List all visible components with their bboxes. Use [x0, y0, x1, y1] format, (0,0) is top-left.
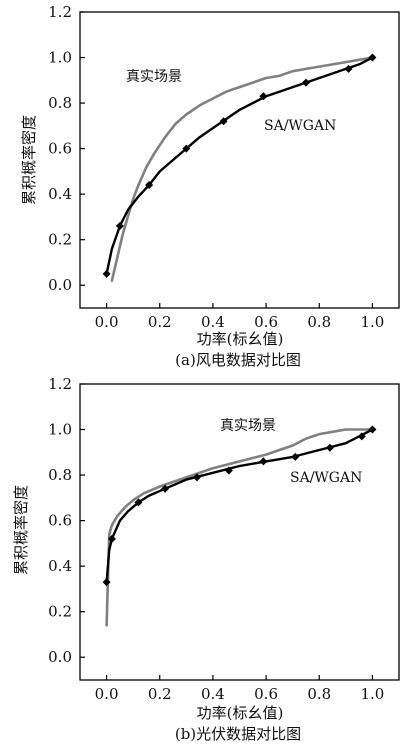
- x-axis-label: 功率(标幺值): [197, 704, 284, 722]
- x-tick-label: 0.8: [307, 685, 331, 703]
- x-axis-label: 功率(标幺值): [197, 330, 284, 348]
- y-tick-label: 0.2: [48, 603, 72, 621]
- series-layer: [105, 428, 374, 627]
- figure-caption: (a)风电数据对比图: [175, 351, 301, 369]
- pv-chart: 0.0 0.2 0.4 0.6 0.8 1.0 1.2 0.0 0.2 0.4 0.6 0.8 1.0…: [12, 375, 400, 743]
- y-tick-label: 1.0: [48, 421, 72, 439]
- data-point-marker: [192, 473, 201, 482]
- data-point-marker: [102, 269, 111, 278]
- annotation-real-scene: 真实场景: [220, 418, 276, 434]
- series-line-sa-wgan: [105, 56, 374, 275]
- y-tick-label: 0.6: [48, 512, 72, 530]
- x-axis-ticks: 0.0 0.2 0.4 0.6 0.8 1.0: [95, 675, 384, 703]
- y-tick-label: 0.6: [48, 140, 72, 158]
- data-point-marker: [259, 92, 268, 101]
- x-tick-label: 0.4: [201, 685, 225, 703]
- markers-layer: [102, 425, 377, 587]
- data-point-marker: [102, 578, 111, 587]
- data-point-marker: [161, 484, 170, 493]
- y-tick-label: 0.8: [48, 94, 72, 112]
- y-tick-label: 0.0: [48, 648, 72, 666]
- wind-chart: 0.0 0.2 0.4 0.6 0.8 1.0 1.2 0.0 0.2 0.4 0.6 0.8 1.0…: [20, 3, 400, 369]
- data-point-marker: [344, 64, 353, 73]
- data-point-marker: [368, 53, 377, 62]
- y-tick-label: 1.0: [48, 49, 72, 67]
- x-tick-label: 0.6: [254, 685, 278, 703]
- data-point-marker: [115, 222, 124, 231]
- x-axis-ticks: 0.0 0.2 0.4 0.6 0.8 1.0: [95, 303, 384, 331]
- data-point-marker: [325, 443, 334, 452]
- x-tick-label: 1.0: [360, 313, 384, 331]
- y-tick-label: 0.4: [48, 185, 72, 203]
- annotation-sa-wgan: SA/WGAN: [290, 470, 362, 486]
- annotation-real-scene: 真实场景: [126, 69, 182, 85]
- y-tick-label: 0.2: [48, 231, 72, 249]
- y-tick-label: 1.2: [48, 3, 72, 21]
- y-axis-label: 累积概率密度: [20, 115, 38, 205]
- series-line-real-scene: [110, 56, 374, 282]
- y-tick-label: 0.0: [48, 276, 72, 294]
- y-axis-label: 累积概率密度: [12, 485, 30, 575]
- y-axis-ticks: 0.0 0.2 0.4 0.6 0.8 1.0 1.2: [48, 3, 85, 294]
- plot-frame: [79, 383, 400, 681]
- series-layer: [105, 56, 374, 282]
- data-point-marker: [259, 457, 268, 466]
- x-tick-label: 0.0: [95, 685, 119, 703]
- y-axis-ticks: 0.0 0.2 0.4 0.6 0.8 1.0 1.2: [48, 375, 85, 666]
- data-point-marker: [107, 534, 116, 543]
- data-point-marker: [301, 78, 310, 87]
- y-tick-label: 0.4: [48, 557, 72, 575]
- plot-frame: [79, 11, 400, 309]
- series-line-real-scene: [105, 428, 374, 627]
- data-point-marker: [368, 425, 377, 434]
- x-tick-label: 0.2: [148, 313, 172, 331]
- x-tick-label: 1.0: [360, 685, 384, 703]
- series-line-sa-wgan: [105, 428, 374, 584]
- y-tick-label: 0.8: [48, 466, 72, 484]
- x-tick-label: 0.6: [254, 313, 278, 331]
- data-point-marker: [224, 466, 233, 475]
- x-tick-label: 0.4: [201, 313, 225, 331]
- data-point-marker: [182, 144, 191, 153]
- annotation-sa-wgan: SA/WGAN: [264, 118, 336, 134]
- data-point-marker: [357, 432, 366, 441]
- y-tick-label: 1.2: [48, 375, 72, 393]
- data-point-marker: [145, 181, 154, 190]
- x-tick-label: 0.0: [95, 313, 119, 331]
- x-tick-label: 0.2: [148, 685, 172, 703]
- data-point-marker: [134, 498, 143, 507]
- data-point-marker: [291, 452, 300, 461]
- markers-layer: [102, 53, 377, 278]
- data-point-marker: [219, 117, 228, 126]
- x-tick-label: 0.8: [307, 313, 331, 331]
- figure-caption: (b)光伏数据对比图: [175, 725, 301, 743]
